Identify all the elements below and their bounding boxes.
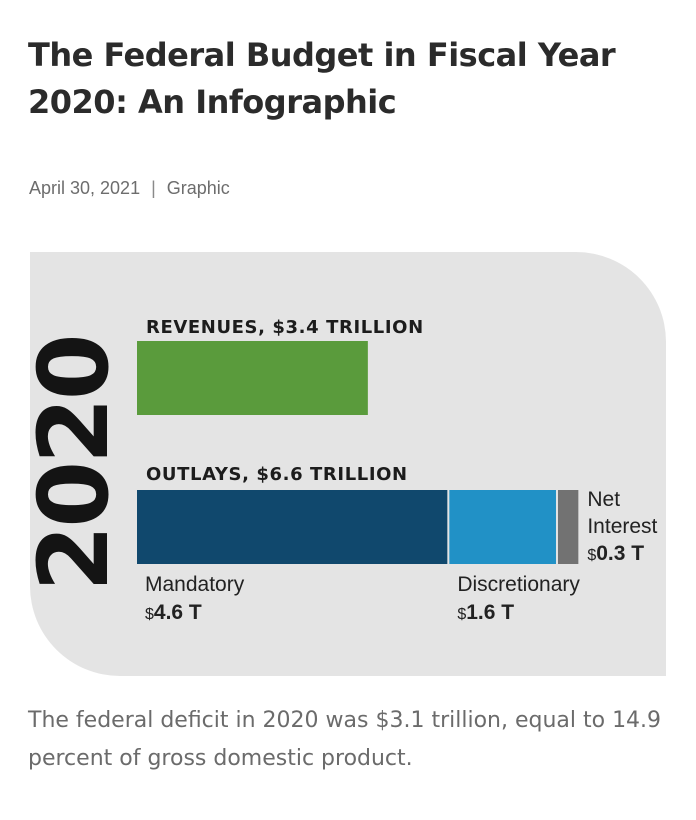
outlays-bar-discretionary <box>449 490 556 564</box>
discretionary-label: Discretionary <box>457 573 580 596</box>
budget-chart: REVENUES, $3.4 TRILLION OUTLAYS, $6.6 TRI… <box>137 317 658 624</box>
outlays-bar-net-interest <box>557 490 579 564</box>
discretionary-value: $1.6 T <box>457 601 514 624</box>
revenues-header: REVENUES, $3.4 TRILLION <box>146 317 424 338</box>
net-interest-value: $0.3 T <box>587 542 644 565</box>
outlays-header: OUTLAYS, $6.6 TRILLION <box>146 464 408 485</box>
revenues-bar-revenues <box>137 341 368 415</box>
category-link[interactable]: Graphic <box>166 178 230 198</box>
article-meta: April 30, 2021 | Graphic <box>29 178 230 199</box>
outlays-bar-mandatory <box>137 490 448 564</box>
page-title: The Federal Budget in Fiscal Year 2020: … <box>28 36 616 121</box>
mandatory-label: Mandatory <box>145 573 245 596</box>
publish-date: April 30, 2021 <box>29 178 141 198</box>
infographic-panel: 2020 REVENUES, $3.4 TRILLION OUTLAYS, $6.… <box>18 252 666 676</box>
mandatory-value: $4.6 T <box>145 601 202 624</box>
deficit-caption: The federal deficit in 2020 was $3.1 tri… <box>28 708 662 771</box>
meta-separator: | <box>151 178 156 198</box>
net-interest-label: Net Interest <box>587 488 657 538</box>
